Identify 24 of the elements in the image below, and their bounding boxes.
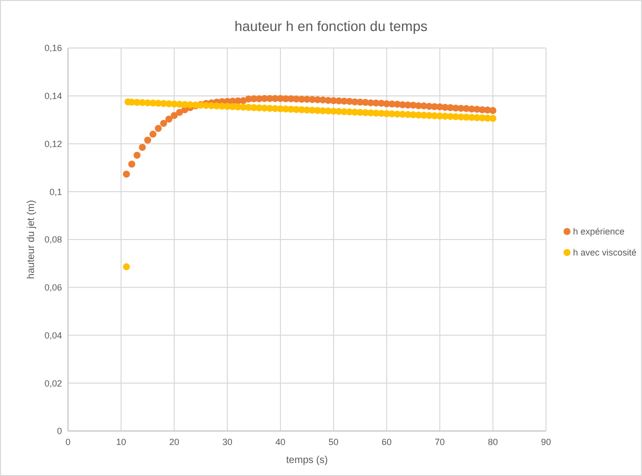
x-tick-label: 40 — [275, 437, 286, 447]
legend-label: h expérience — [573, 226, 625, 237]
chart-title: hauteur h en fonction du temps — [234, 18, 428, 34]
x-tick-label: 20 — [169, 437, 180, 447]
y-tick-label: 0,04 — [44, 330, 62, 340]
x-tick-label: 80 — [488, 437, 498, 447]
x-tick-label: 0 — [65, 437, 71, 447]
y-tick-label: 0 — [56, 426, 62, 436]
x-tick-label: 90 — [540, 437, 552, 447]
x-tick-label: 50 — [328, 437, 339, 447]
y-tick-label: 0,12 — [44, 138, 62, 149]
y-axis-title: hauteur du jet (m) — [26, 200, 37, 279]
y-tick-label: 0,1 — [49, 186, 62, 197]
x-tick-label: 10 — [116, 437, 126, 447]
y-tick-label: 0,14 — [44, 91, 62, 102]
x-tick-label: 70 — [434, 437, 445, 447]
x-tick-label: 30 — [222, 437, 232, 447]
y-tick-label: 0,08 — [44, 234, 62, 245]
y-tick-label: 0,02 — [44, 378, 62, 388]
legend-label: h avec viscosité — [573, 248, 637, 258]
y-tick-label: 0,06 — [44, 282, 62, 293]
x-axis-title: temps (s) — [286, 455, 328, 466]
x-tick-label: 60 — [382, 437, 392, 447]
y-tick-label: 0,16 — [44, 43, 62, 54]
